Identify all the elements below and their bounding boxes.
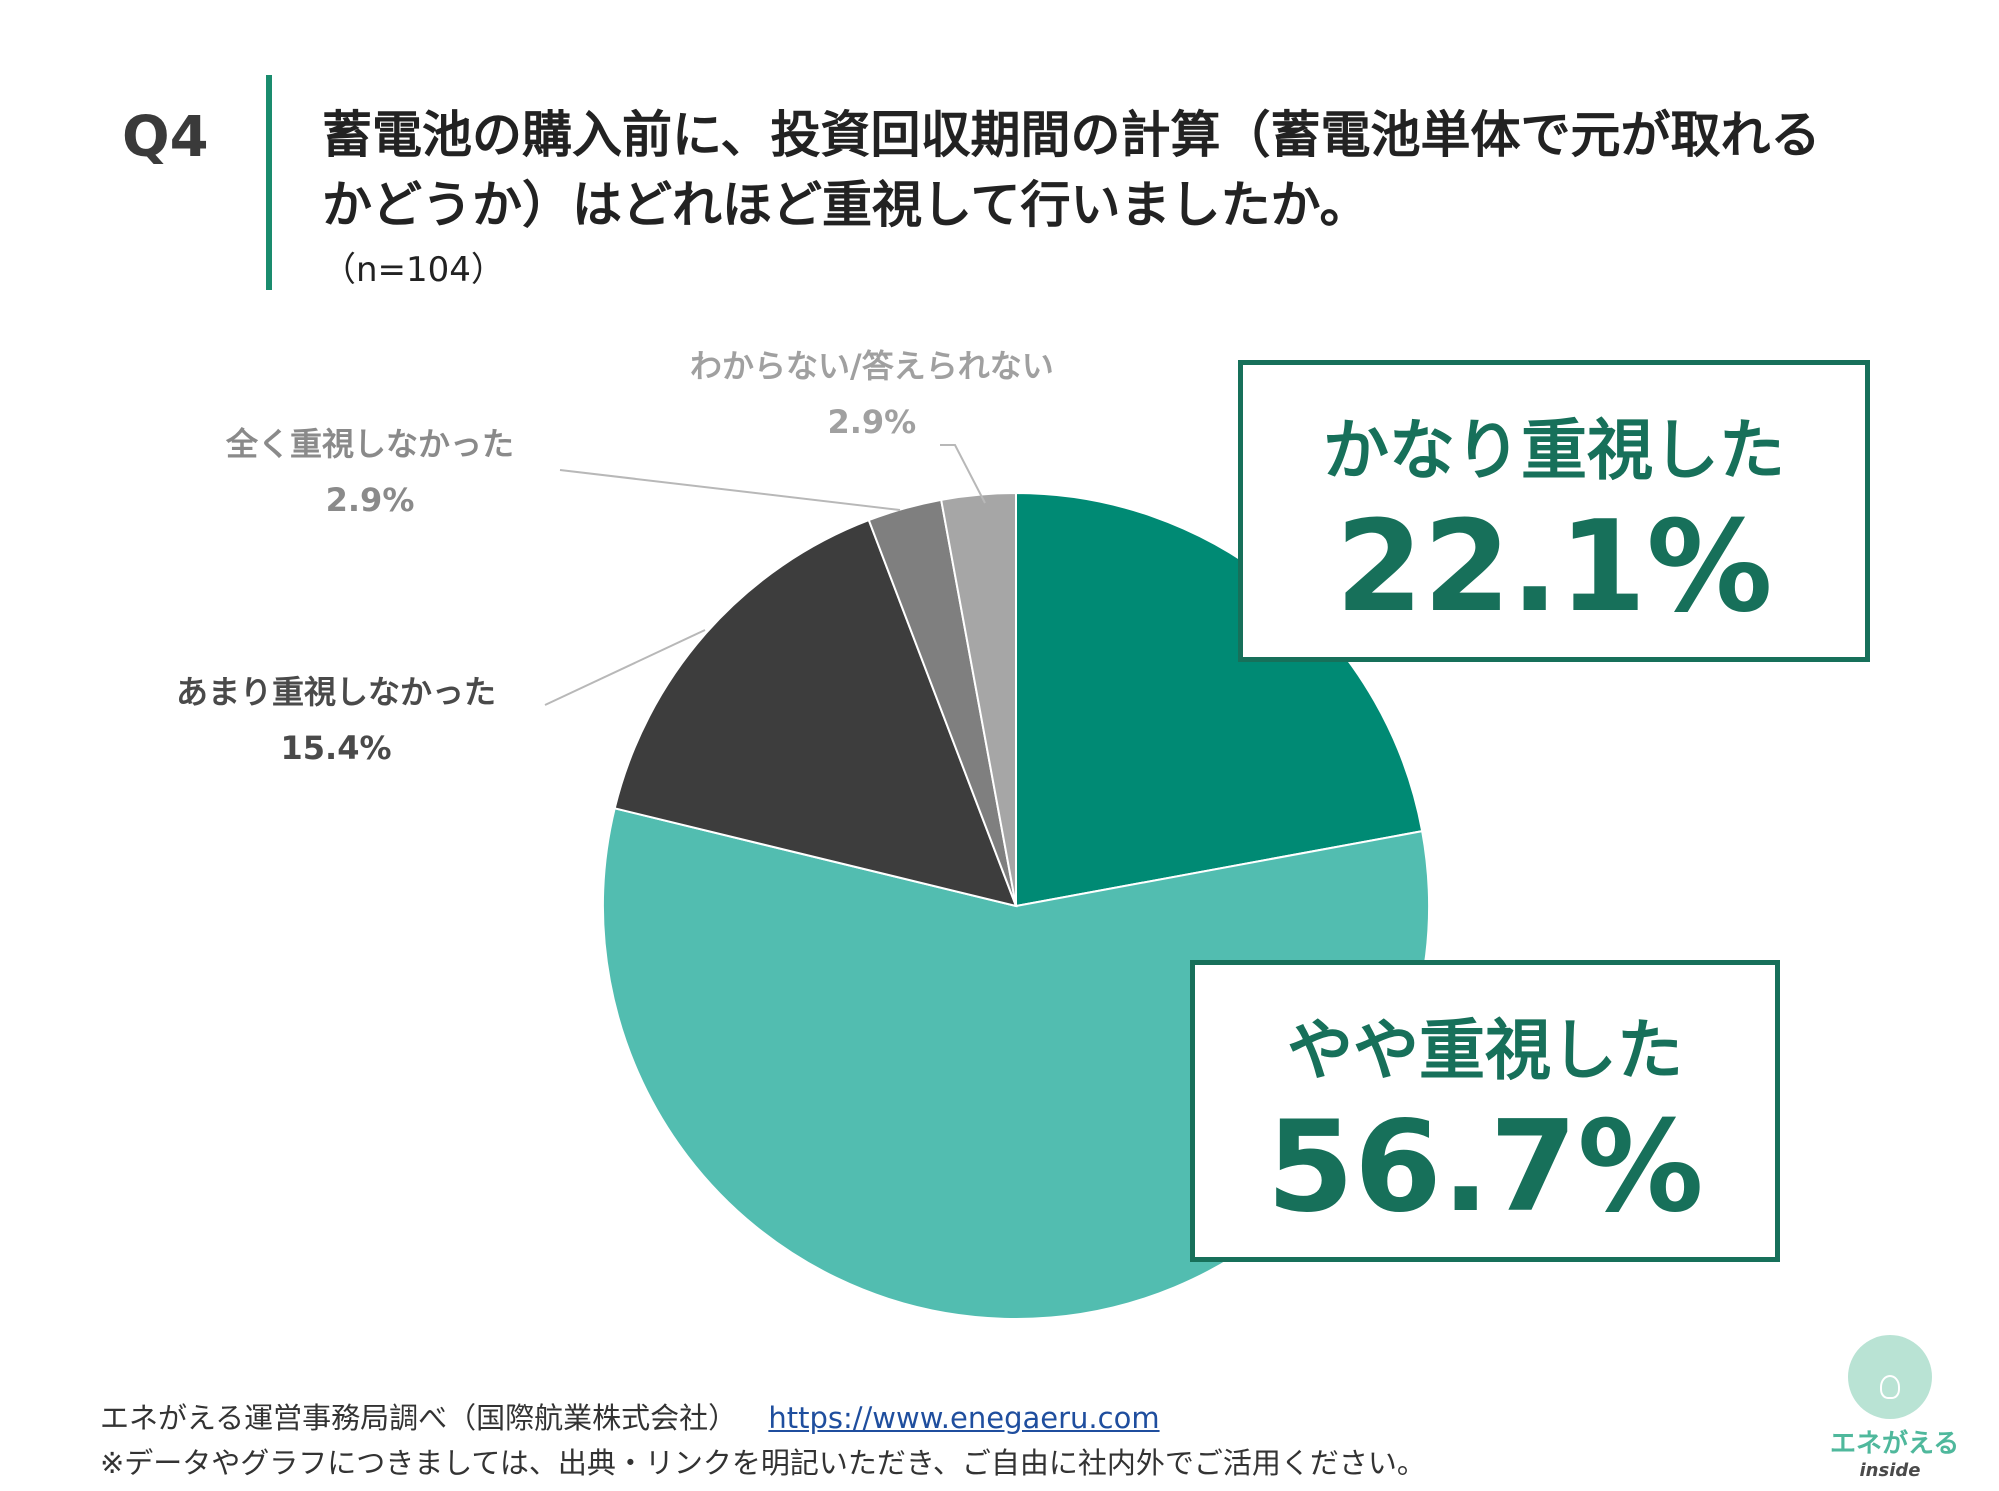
footer-note: ※データやグラフにつきましては、出典・リンクを明記いただき、ご自由に社内外でご活… [100, 1446, 1426, 1480]
label-amari: あまり重視しなかった 15.4% [176, 664, 496, 776]
question-number: Q4 [122, 105, 209, 170]
label-mattaku-name: 全く重視しなかった [226, 425, 515, 463]
callout-kanari-name: かなり重視した [1323, 412, 1785, 489]
footer-source-line: エネがえる運営事務局調べ（国際航業株式会社） https://www.enega… [100, 1395, 1160, 1437]
label-wakaranai-value: 2.9% [827, 403, 917, 441]
leader-wakaranai [940, 444, 986, 504]
question-title-line1: 蓄電池の購入前に、投資回収期間の計算（蓄電池単体で元が取れる [322, 106, 1821, 164]
callout-yaya: やや重視した 56.7% [1190, 960, 1780, 1262]
label-mattaku-value: 2.9% [325, 481, 415, 519]
logo-name: エネがえる [1830, 1429, 1960, 1459]
logo-mark-icon [1848, 1335, 1932, 1419]
footer-link[interactable]: https://www.enegaeru.com [768, 1401, 1160, 1435]
bulb-icon [1880, 1375, 1900, 1399]
label-wakaranai: わからない/答えられない 2.9% [690, 338, 1054, 450]
logo-sub: inside [1859, 1460, 1921, 1481]
footer-source: エネがえる運営事務局調べ（国際航業株式会社） [100, 1401, 738, 1435]
label-mattaku: 全く重視しなかった 2.9% [226, 416, 514, 528]
question-divider [266, 75, 272, 290]
callout-yaya-name: やや重視した [1287, 1012, 1683, 1089]
label-wakaranai-name: わからない/答えられない [690, 347, 1054, 385]
slice-amari [613, 518, 1018, 908]
label-amari-value: 15.4% [280, 729, 392, 767]
logo: エネがえる inside [1830, 1335, 1960, 1481]
callout-kanari-value: 22.1% [1335, 493, 1773, 640]
label-amari-name: あまり重視しなかった [176, 673, 497, 711]
leader-mattaku [559, 469, 901, 511]
question-title: 蓄電池の購入前に、投資回収期間の計算（蓄電池単体で元が取れる かどうか）はどれほ… [322, 100, 1962, 240]
sample-size: （n=104） [322, 250, 505, 290]
leader-amari [544, 629, 706, 706]
callout-kanari: かなり重視した 22.1% [1238, 360, 1870, 662]
question-title-line2: かどうか）はどれほど重視して行いましたか。 [322, 176, 1370, 234]
callout-yaya-value: 56.7% [1266, 1093, 1704, 1240]
slice-wakaranai [939, 491, 1017, 907]
